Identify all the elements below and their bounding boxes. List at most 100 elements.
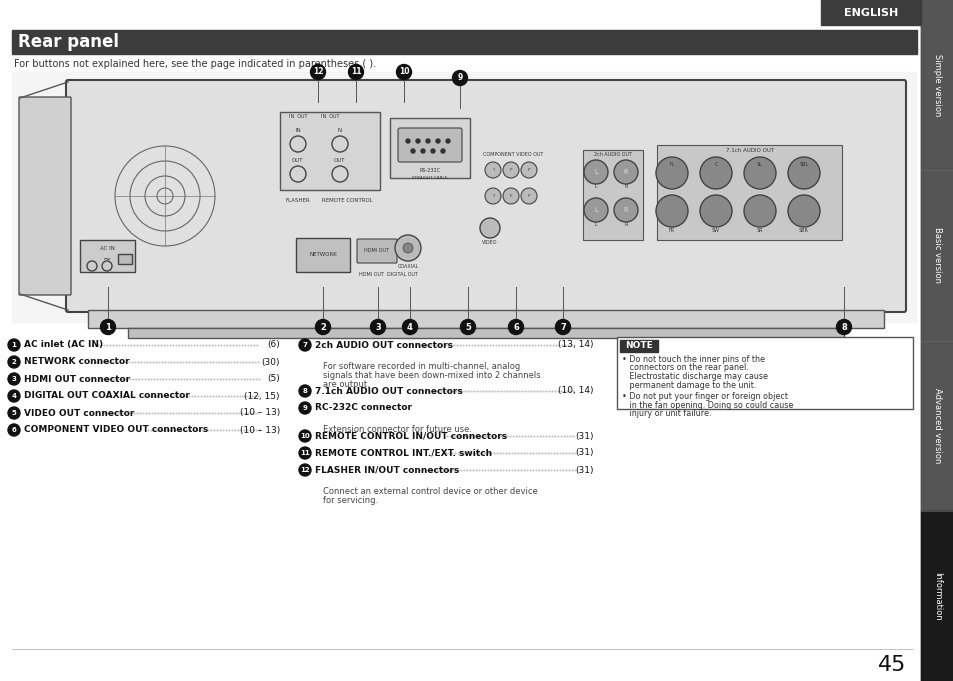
Text: 6: 6	[513, 323, 518, 332]
Text: 7.1ch AUDIO OUT: 7.1ch AUDIO OUT	[725, 148, 773, 153]
Bar	[920, 511, 953, 681]
Circle shape	[555, 319, 570, 334]
Text: 2ch AUDIO OUT: 2ch AUDIO OUT	[594, 153, 631, 157]
Circle shape	[520, 188, 537, 204]
Circle shape	[298, 430, 311, 442]
Text: • Do not touch the inner pins of the: • Do not touch the inner pins of the	[621, 355, 764, 364]
Text: P: P	[527, 194, 530, 198]
Circle shape	[743, 157, 775, 189]
Bar	[920, 170, 953, 340]
Text: SW: SW	[711, 229, 720, 234]
Circle shape	[787, 157, 820, 189]
Text: FR: FR	[668, 229, 675, 234]
Circle shape	[583, 198, 607, 222]
Text: P: P	[509, 194, 512, 198]
Text: OUT: OUT	[334, 157, 345, 163]
Text: R: R	[623, 223, 627, 227]
Text: 45: 45	[877, 655, 905, 675]
Bar	[128, 328, 843, 338]
Circle shape	[656, 157, 687, 189]
Circle shape	[484, 162, 500, 178]
Text: 10: 10	[300, 433, 310, 439]
Circle shape	[315, 319, 330, 334]
Circle shape	[298, 339, 311, 351]
Circle shape	[479, 218, 499, 238]
Circle shape	[520, 162, 537, 178]
Text: For buttons not explained here, see the page indicated in parentheses ( ).: For buttons not explained here, see the …	[14, 59, 375, 69]
Text: 8: 8	[302, 388, 307, 394]
Text: 4: 4	[407, 323, 413, 332]
Text: 7.1ch AUDIO OUT connectors: 7.1ch AUDIO OUT connectors	[314, 387, 462, 396]
Circle shape	[440, 149, 444, 153]
Text: L: L	[594, 169, 598, 175]
Circle shape	[700, 157, 731, 189]
Bar	[582, 150, 642, 240]
Bar	[920, 340, 953, 511]
Text: SR: SR	[756, 229, 762, 234]
Text: 2: 2	[11, 359, 16, 365]
Circle shape	[100, 319, 115, 334]
Bar	[12, 72, 915, 322]
Text: SBR: SBR	[799, 229, 808, 234]
Text: R: R	[623, 207, 628, 213]
Text: AC inlet (AC IN): AC inlet (AC IN)	[24, 340, 103, 349]
Bar	[118, 254, 132, 264]
Text: HDMI OUT connector: HDMI OUT connector	[24, 375, 130, 383]
Text: C: C	[714, 163, 717, 168]
FancyBboxPatch shape	[19, 97, 71, 295]
Text: IN  OUT: IN OUT	[320, 114, 339, 119]
Circle shape	[836, 319, 851, 334]
Text: Extension connector for future use.: Extension connector for future use.	[323, 425, 472, 434]
Text: 11: 11	[351, 67, 361, 76]
Bar	[88, 310, 883, 328]
Text: R: R	[623, 169, 628, 175]
Text: STRAIGHT CABLE: STRAIGHT CABLE	[412, 176, 447, 180]
Text: FLASHER: FLASHER	[285, 197, 310, 202]
Text: signals that have been down-mixed into 2 channels: signals that have been down-mixed into 2…	[323, 371, 540, 380]
Circle shape	[787, 195, 820, 227]
Circle shape	[348, 65, 363, 80]
Text: 9: 9	[302, 405, 307, 411]
Text: VIDEO OUT connector: VIDEO OUT connector	[24, 409, 134, 417]
Text: NETWORK connector: NETWORK connector	[24, 358, 130, 366]
Text: L: L	[594, 207, 598, 213]
Text: Rear panel: Rear panel	[18, 33, 119, 51]
Text: SL: SL	[757, 163, 762, 168]
Circle shape	[700, 195, 731, 227]
Circle shape	[656, 195, 687, 227]
Text: REMOTE CONTROL IN/OUT connectors: REMOTE CONTROL IN/OUT connectors	[314, 432, 507, 441]
Text: 6: 6	[11, 427, 16, 433]
Text: R: R	[623, 185, 627, 189]
Circle shape	[370, 319, 385, 334]
Text: connectors on the rear panel.: connectors on the rear panel.	[621, 364, 748, 373]
Circle shape	[420, 149, 424, 153]
Text: N: N	[337, 127, 342, 133]
Circle shape	[460, 319, 475, 334]
Text: permanent damage to the unit.: permanent damage to the unit.	[621, 381, 756, 390]
Text: RS-232C: RS-232C	[419, 168, 440, 174]
Bar	[295, 238, 350, 272]
Text: 5: 5	[11, 410, 16, 416]
Bar	[821, 0, 920, 25]
Bar	[80, 240, 135, 272]
Text: 12: 12	[300, 467, 310, 473]
Circle shape	[298, 385, 311, 397]
Text: L: L	[594, 223, 597, 227]
Circle shape	[436, 139, 439, 143]
Circle shape	[298, 402, 311, 414]
Text: Simple version: Simple version	[932, 54, 941, 116]
Circle shape	[402, 243, 413, 253]
Text: 7: 7	[302, 342, 307, 348]
Text: 2ch AUDIO OUT connectors: 2ch AUDIO OUT connectors	[314, 340, 453, 349]
FancyBboxPatch shape	[356, 239, 396, 263]
Text: FLASHER IN/OUT connectors: FLASHER IN/OUT connectors	[314, 466, 458, 475]
Text: OUT: OUT	[292, 157, 303, 163]
Bar	[920, 0, 953, 681]
Text: For software recorded in multi-channel, analog: For software recorded in multi-channel, …	[323, 362, 519, 371]
Text: COMPONENT VIDEO OUT connectors: COMPONENT VIDEO OUT connectors	[24, 426, 208, 434]
Text: 3: 3	[375, 323, 380, 332]
Circle shape	[8, 373, 20, 385]
Text: (10, 14): (10, 14)	[558, 387, 594, 396]
Text: DIGITAL OUT COAXIAL connector: DIGITAL OUT COAXIAL connector	[24, 392, 190, 400]
Bar	[657, 145, 841, 240]
